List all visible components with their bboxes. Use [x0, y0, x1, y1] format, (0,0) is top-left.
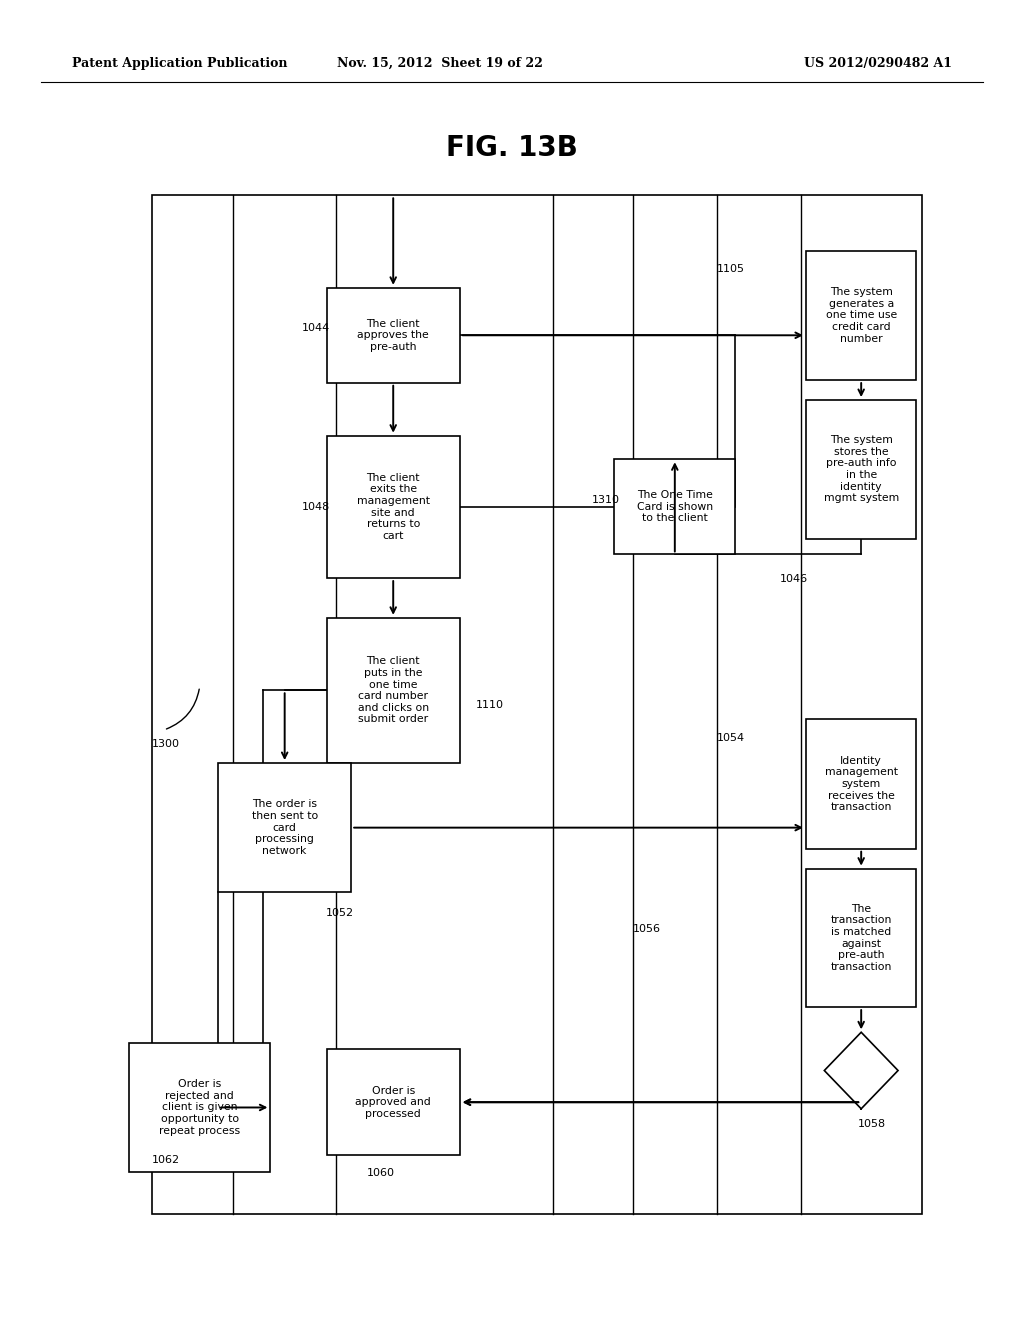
Text: The
transaction
is matched
against
pre-auth
transaction: The transaction is matched against pre-a…	[830, 904, 892, 972]
Text: 1048: 1048	[302, 502, 331, 512]
Polygon shape	[824, 1032, 898, 1109]
Text: 1062: 1062	[152, 1155, 179, 1166]
Text: 1056: 1056	[633, 924, 660, 935]
Text: 1058: 1058	[858, 1119, 886, 1130]
Text: 1044: 1044	[302, 323, 331, 334]
Text: The system
stores the
pre-auth info
in the
identity
mgmt system: The system stores the pre-auth info in t…	[823, 436, 899, 503]
Text: 1054: 1054	[717, 733, 744, 743]
Bar	[129, 1043, 270, 1172]
Text: The One Time
Card is shown
to the client: The One Time Card is shown to the client	[637, 490, 713, 524]
Bar	[327, 618, 460, 763]
Text: FIG. 13B: FIG. 13B	[446, 133, 578, 162]
Bar	[614, 459, 735, 554]
Bar	[327, 1049, 460, 1155]
Text: The client
exits the
management
site and
returns to
cart: The client exits the management site and…	[356, 473, 430, 541]
Text: 1060: 1060	[367, 1168, 394, 1179]
Text: 1110: 1110	[476, 700, 504, 710]
Bar	[327, 288, 460, 383]
Text: The client
puts in the
one time
card number
and clicks on
submit order: The client puts in the one time card num…	[357, 656, 429, 725]
Text: 1046: 1046	[780, 574, 808, 585]
Bar	[806, 251, 916, 380]
Text: 1052: 1052	[326, 908, 353, 919]
Text: Order is
approved and
processed: Order is approved and processed	[355, 1085, 431, 1119]
Text: 1105: 1105	[717, 264, 744, 275]
Text: The client
approves the
pre-auth: The client approves the pre-auth	[357, 318, 429, 352]
Text: 1310: 1310	[592, 495, 620, 506]
Text: 1300: 1300	[152, 739, 179, 750]
Bar	[152, 195, 922, 1214]
Bar	[806, 869, 916, 1007]
Text: The system
generates a
one time use
credit card
number: The system generates a one time use cred…	[825, 288, 897, 343]
Text: The order is
then sent to
card
processing
network: The order is then sent to card processin…	[252, 800, 317, 855]
Text: Identity
management
system
receives the
transaction: Identity management system receives the …	[824, 756, 898, 812]
Bar	[327, 436, 460, 578]
Bar	[806, 719, 916, 849]
Text: US 2012/0290482 A1: US 2012/0290482 A1	[804, 57, 952, 70]
Bar	[806, 400, 916, 539]
Bar	[218, 763, 351, 892]
Text: Order is
rejected and
client is given
opportunity to
repeat process: Order is rejected and client is given op…	[159, 1080, 241, 1135]
Text: Patent Application Publication: Patent Application Publication	[72, 57, 287, 70]
Text: Nov. 15, 2012  Sheet 19 of 22: Nov. 15, 2012 Sheet 19 of 22	[337, 57, 544, 70]
